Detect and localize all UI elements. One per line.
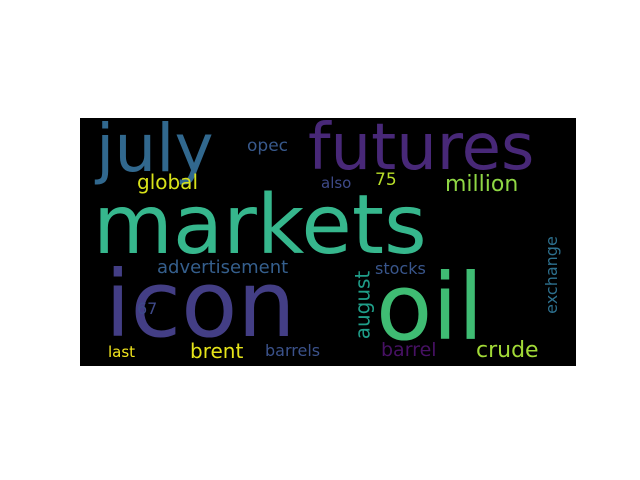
word-july: july <box>96 118 214 187</box>
word-cloud: markets icon oil futures july million cr… <box>80 118 576 366</box>
word-oil: oil <box>376 254 484 361</box>
word-75: 75 <box>375 170 397 190</box>
word-crude: crude <box>476 338 539 363</box>
word-brent: brent <box>190 339 244 363</box>
word-august: august <box>350 270 375 340</box>
word-markets: markets <box>93 178 427 273</box>
word-futures: futures <box>308 118 535 185</box>
word-stocks: stocks <box>375 259 426 278</box>
word-million: million <box>445 172 519 197</box>
word-icon: icon <box>105 251 296 358</box>
word-barrels: barrels <box>265 341 321 360</box>
word-last: last <box>108 343 136 361</box>
word-also: also <box>321 174 352 192</box>
word-global: global <box>137 170 198 194</box>
word-exchange: exchange <box>541 236 561 314</box>
word-67: 67 <box>137 299 158 318</box>
word-advertisement: advertisement <box>157 257 289 278</box>
word-opec: opec <box>247 136 288 156</box>
word-barrel: barrel <box>381 339 437 361</box>
